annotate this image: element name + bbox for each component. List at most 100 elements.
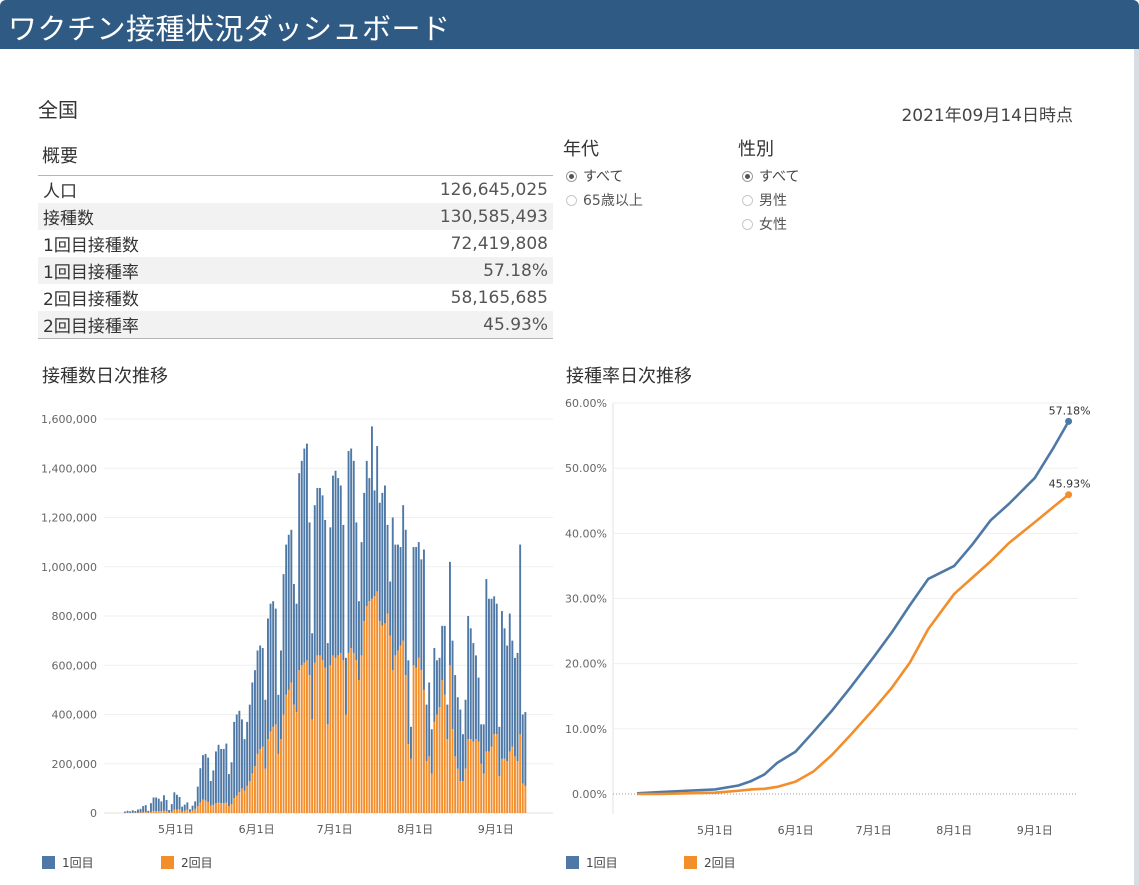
bar-dose1 <box>449 561 451 666</box>
bar-dose1 <box>381 492 384 626</box>
y-tick-label: 400,000 <box>52 709 98 722</box>
daily-rate-line-chart[interactable]: 0.00% 10.00% 20.00% 30.00% 40.00% 50.00% 60.00… <box>560 390 1090 840</box>
bar-dose1 <box>147 810 150 813</box>
bar-dose2 <box>233 798 236 813</box>
bar-dose1 <box>441 625 444 681</box>
bar-dose2 <box>490 746 493 813</box>
bar-dose1 <box>293 583 295 705</box>
bar-dose1 <box>204 753 207 801</box>
table-row: 1回目接種数 72,419,808 <box>38 230 553 257</box>
radio-selected-icon[interactable] <box>742 170 753 182</box>
bar-dose2 <box>178 809 181 813</box>
legend-swatch <box>161 856 174 869</box>
bar-dose1 <box>295 603 298 713</box>
gender-option-all[interactable]: すべて <box>742 166 799 186</box>
row-label: 1回目接種数 <box>43 236 139 256</box>
bar-dose1 <box>394 544 397 656</box>
table-row: 1回目接種率 57.18% <box>38 257 553 284</box>
bar-dose1 <box>280 650 282 740</box>
bar-dose1 <box>480 724 483 764</box>
daily-count-bar-chart[interactable]: 0 200,000 400,000 600,000 800,000 1,000,000 1,… <box>0 390 560 840</box>
bar-dose2 <box>238 792 241 813</box>
bar-dose2 <box>451 729 454 813</box>
bar-dose1 <box>181 806 184 812</box>
bar-dose1 <box>373 490 376 597</box>
bar-dose1 <box>173 792 176 810</box>
bar-dose1 <box>139 808 142 813</box>
bar-dose2 <box>449 665 451 813</box>
y-tick-label: 600,000 <box>52 659 98 672</box>
bar-dose2 <box>248 780 251 813</box>
radio-unselected-icon[interactable] <box>566 194 577 206</box>
bar-dose2 <box>373 596 376 813</box>
bar-dose2 <box>235 795 238 813</box>
bar-dose2 <box>230 804 233 813</box>
radio-unselected-icon[interactable] <box>742 218 753 230</box>
bar-dose1 <box>233 721 236 799</box>
end-point <box>1065 417 1073 425</box>
bar-dose1 <box>342 524 345 661</box>
bar-dose2 <box>246 785 249 813</box>
summary-title: 概要 <box>42 146 78 167</box>
radio-selected-icon[interactable] <box>566 170 577 182</box>
bar-dose2 <box>407 744 410 813</box>
bar-dose2 <box>394 655 397 813</box>
bar-dose1 <box>308 522 311 676</box>
bar-dose1 <box>150 803 152 812</box>
bar-dose1 <box>503 628 506 759</box>
table-row: 2回目接種数 58,165,685 <box>38 284 553 311</box>
bar-dose2 <box>334 657 337 813</box>
gender-option-female[interactable]: 女性 <box>742 214 787 234</box>
gender-option-male[interactable]: 男性 <box>742 190 787 210</box>
bar-legend-dose2[interactable]: 2回目 <box>161 854 213 871</box>
bar-dose2 <box>142 812 145 813</box>
gender-filter-title: 性別 <box>738 139 774 160</box>
bar-dose1 <box>402 505 405 641</box>
bar-dose1 <box>508 613 511 752</box>
bar-dose1 <box>290 529 293 683</box>
x-tick-label: 8月1日 <box>397 823 433 836</box>
row-value: 130,585,493 <box>281 203 553 230</box>
y-tick-label: 800,000 <box>52 610 98 623</box>
bar-dose1 <box>355 522 358 661</box>
bar-dose2 <box>144 812 147 813</box>
bar-dose1 <box>287 534 290 690</box>
bar-dose2 <box>501 758 503 813</box>
x-tick-label: 9月1日 <box>478 823 514 836</box>
bar-dose2 <box>321 660 324 813</box>
line-legend-dose1[interactable]: 1回目 <box>566 854 618 871</box>
bar-dose1 <box>384 485 386 624</box>
row-value: 57.18% <box>281 257 553 284</box>
y-tick-label: 0 <box>90 807 97 820</box>
x-tick-label: 7月1日 <box>317 823 353 836</box>
bar-dose1 <box>155 797 158 812</box>
gender-option-label: 男性 <box>759 193 787 209</box>
bar-dose1 <box>222 748 225 804</box>
bar-dose1 <box>519 544 522 735</box>
bar-dose2 <box>300 665 303 813</box>
bar-dose2 <box>319 655 321 813</box>
row-label: 接種数 <box>38 203 282 230</box>
bar-dose1 <box>321 495 324 661</box>
bar-dose1 <box>368 478 371 602</box>
bar-dose2 <box>272 726 275 813</box>
bar-dose2 <box>477 741 480 813</box>
bar-dose2 <box>326 724 329 813</box>
bar-dose2 <box>352 652 355 813</box>
y-tick-label: 10.00% <box>565 723 607 736</box>
line-legend-dose2[interactable]: 2回目 <box>684 854 736 871</box>
scrollbar-track[interactable] <box>1134 49 1139 885</box>
y-tick-label: 30.00% <box>565 593 607 606</box>
radio-unselected-icon[interactable] <box>742 194 753 206</box>
age-option-65plus[interactable]: 65歳以上 <box>566 190 643 210</box>
age-option-all[interactable]: すべて <box>566 166 623 186</box>
age-option-label: 65歳以上 <box>583 193 643 209</box>
bar-dose2 <box>191 810 194 813</box>
bar-dose1 <box>142 806 145 813</box>
bar-legend-dose1[interactable]: 1回目 <box>42 854 94 871</box>
x-tick-label: 8月1日 <box>936 824 972 837</box>
legend-label: 2回目 <box>704 856 736 870</box>
bar-dose2 <box>456 768 459 813</box>
y-tick-label: 200,000 <box>52 758 98 771</box>
bar-dose2 <box>368 601 371 813</box>
